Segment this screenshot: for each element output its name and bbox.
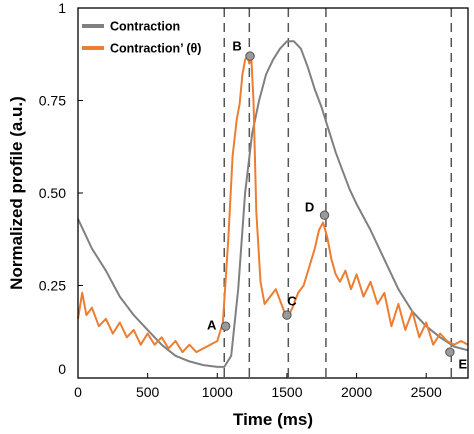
annotation-point (220, 321, 231, 331)
x-tick-label: 1500 (271, 384, 302, 400)
annotation-point (245, 51, 255, 61)
legend-label: Contraction (110, 20, 180, 34)
annotation-label: B (232, 39, 241, 54)
x-axis-label: Time (ms) (233, 410, 313, 429)
annotation-label: D (305, 200, 314, 215)
x-tick-label: 2500 (411, 384, 442, 400)
annotation-point (282, 310, 292, 320)
y-tick-label: 1 (58, 0, 66, 16)
series-line (77, 40, 469, 368)
y-axis-ticks: 0 0.25 0.50 0.75 1 (39, 0, 83, 379)
x-tick-label: 500 (136, 384, 160, 400)
legend-label: Contraction’ (θ) (110, 42, 201, 56)
x-tick-label: 0 (74, 384, 82, 400)
annotation-label: E (459, 357, 468, 372)
y-tick-label: 0.25 (39, 278, 66, 294)
annotation-point (445, 347, 455, 357)
annotation-label: C (287, 294, 297, 309)
y-tick-label: 0.75 (39, 93, 66, 109)
series-line (77, 55, 469, 354)
plot-series (77, 40, 469, 368)
x-axis-ticks: 0 500 1000 1500 2000 2500 (74, 373, 442, 400)
legend: Contraction Contraction’ (θ) (82, 20, 201, 56)
y-tick-label: 0.50 (39, 185, 66, 201)
annotation-markers: A B C D E (207, 39, 468, 372)
y-tick-label: 0 (58, 361, 66, 377)
y-axis-label: Normalized profile (a.u.) (7, 96, 26, 290)
annotation-point (319, 210, 330, 220)
annotation-label: A (207, 318, 217, 333)
x-tick-label: 2000 (341, 384, 372, 400)
x-tick-label: 1000 (202, 384, 233, 400)
